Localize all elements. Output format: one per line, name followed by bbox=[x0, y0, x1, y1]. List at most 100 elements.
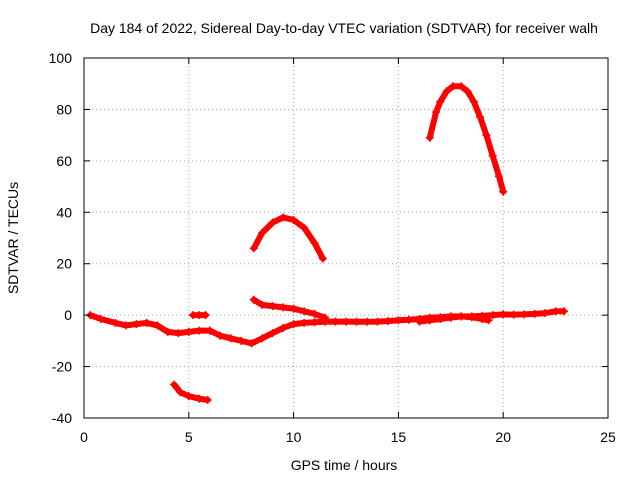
data-point bbox=[142, 318, 151, 327]
x-tick-label: 10 bbox=[286, 429, 302, 445]
data-point bbox=[363, 317, 371, 326]
series-arc-1 bbox=[86, 311, 214, 338]
data-point bbox=[446, 313, 455, 322]
data-point bbox=[201, 311, 210, 320]
data-point bbox=[509, 310, 518, 319]
data-point bbox=[300, 307, 309, 316]
data-point bbox=[488, 311, 497, 320]
data-point bbox=[247, 339, 256, 348]
data-point bbox=[484, 316, 493, 325]
data-point bbox=[394, 316, 403, 325]
data-point bbox=[268, 302, 277, 311]
data-point bbox=[184, 392, 193, 401]
y-tick-label: 60 bbox=[56, 153, 72, 169]
data-point bbox=[258, 300, 267, 309]
data-point bbox=[237, 336, 246, 345]
series-arc-3 bbox=[189, 311, 210, 320]
data-point bbox=[469, 97, 478, 106]
data-point bbox=[300, 223, 309, 232]
data-point bbox=[404, 315, 413, 324]
x-tick-label: 25 bbox=[600, 429, 616, 445]
data-point bbox=[436, 97, 445, 106]
x-tick-label: 5 bbox=[185, 429, 193, 445]
data-point bbox=[476, 113, 485, 122]
data-point bbox=[249, 295, 258, 304]
data-point bbox=[310, 239, 319, 248]
data-point bbox=[448, 82, 457, 91]
data-point bbox=[268, 218, 277, 227]
data-point bbox=[249, 244, 258, 253]
data-point bbox=[520, 310, 529, 319]
data-point bbox=[541, 309, 550, 318]
data-point bbox=[499, 187, 508, 196]
data-point bbox=[383, 317, 392, 326]
data-point bbox=[436, 315, 445, 323]
data-point bbox=[289, 304, 298, 313]
data-point bbox=[195, 394, 204, 403]
y-tick-label: -20 bbox=[52, 359, 72, 375]
chart-title: Day 184 of 2022, Sidereal Day-to-day VTE… bbox=[90, 20, 598, 36]
data-point bbox=[226, 334, 235, 343]
data-point bbox=[442, 87, 451, 96]
series-layer bbox=[86, 82, 568, 404]
y-tick-label: 0 bbox=[64, 307, 72, 323]
data-point bbox=[121, 321, 130, 330]
data-point bbox=[457, 312, 466, 321]
data-point bbox=[321, 313, 329, 322]
series-arc-4 bbox=[205, 307, 568, 348]
data-point bbox=[258, 334, 267, 343]
data-point bbox=[310, 309, 319, 318]
series-arc-6 bbox=[249, 213, 327, 263]
data-point bbox=[176, 388, 185, 397]
data-point bbox=[463, 87, 472, 96]
series-line bbox=[250, 214, 326, 262]
data-point bbox=[551, 307, 560, 316]
series-arc-2 bbox=[170, 380, 212, 404]
data-point bbox=[425, 316, 434, 325]
data-point bbox=[499, 310, 508, 319]
data-point bbox=[560, 307, 568, 316]
data-point bbox=[258, 228, 267, 237]
data-point bbox=[482, 131, 491, 140]
data-point bbox=[184, 327, 193, 336]
data-point bbox=[163, 327, 172, 336]
data-point bbox=[170, 380, 179, 389]
y-tick-label: -40 bbox=[52, 410, 72, 426]
data-point bbox=[342, 317, 350, 326]
data-point bbox=[331, 317, 340, 326]
data-point bbox=[478, 315, 487, 323]
data-point bbox=[153, 321, 162, 330]
data-point bbox=[216, 331, 225, 340]
data-point bbox=[111, 318, 120, 327]
series-arc-7 bbox=[425, 82, 508, 196]
data-point bbox=[268, 329, 277, 338]
data-point bbox=[300, 318, 309, 327]
data-point bbox=[432, 108, 441, 116]
data-point bbox=[530, 309, 539, 318]
data-point bbox=[205, 326, 214, 335]
data-point bbox=[96, 315, 105, 323]
data-point bbox=[279, 324, 288, 332]
data-point bbox=[132, 320, 141, 329]
plot-frame bbox=[83, 57, 609, 419]
data-point bbox=[195, 326, 204, 335]
data-point bbox=[415, 317, 424, 326]
data-point bbox=[203, 396, 212, 404]
y-tick-label: 100 bbox=[49, 50, 73, 66]
x-tick-label: 15 bbox=[391, 429, 407, 445]
y-axis-label: SDTVAR / TECUs bbox=[5, 182, 21, 294]
data-point bbox=[310, 318, 319, 327]
data-point bbox=[279, 303, 288, 312]
series-arc-8 bbox=[415, 312, 493, 326]
data-point bbox=[495, 172, 503, 181]
data-point bbox=[352, 317, 361, 326]
data-point bbox=[174, 329, 183, 338]
data-point bbox=[457, 82, 466, 91]
ticks: 0 5 10 15 20 25 -40 -20 0 20 40 60 80 100 bbox=[49, 50, 616, 445]
data-point bbox=[318, 254, 327, 263]
x-axis-label: GPS time / hours bbox=[291, 457, 398, 473]
x-tick-label: 0 bbox=[80, 429, 88, 445]
data-point bbox=[467, 313, 476, 322]
y-tick-label: 40 bbox=[56, 204, 72, 220]
